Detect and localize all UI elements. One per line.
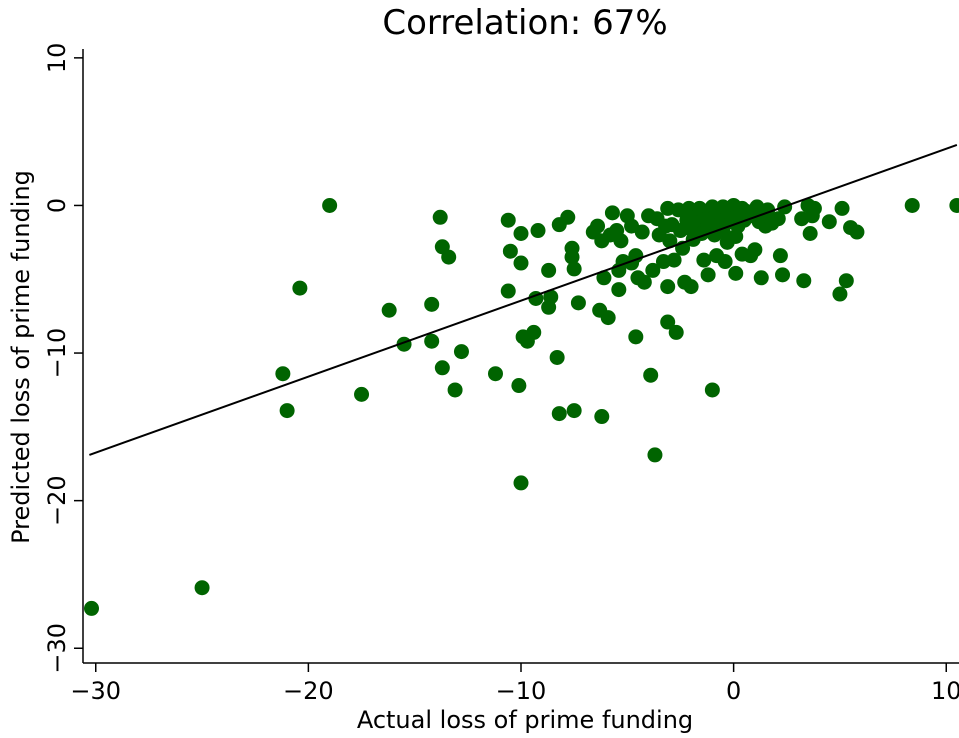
fit-line — [89, 143, 958, 456]
data-point — [292, 280, 308, 296]
data-point — [194, 580, 210, 596]
data-point — [322, 197, 338, 213]
data-point — [668, 324, 684, 340]
data-point — [590, 218, 606, 234]
data-point — [549, 349, 565, 365]
data-point — [441, 249, 457, 265]
data-point — [949, 197, 959, 213]
y-axis-label: Predicted loss of prime funding — [7, 170, 35, 544]
data-point — [747, 242, 763, 258]
y-tick-label: 0 — [43, 198, 71, 213]
data-point — [275, 366, 291, 382]
data-point — [543, 289, 559, 305]
data-point — [770, 211, 786, 227]
data-point — [611, 282, 627, 298]
data-point — [596, 270, 612, 286]
data-point — [447, 382, 463, 398]
data-point — [513, 475, 529, 491]
data-point — [696, 252, 712, 268]
y-tick-label: 10 — [43, 43, 71, 74]
data-point — [600, 310, 616, 326]
data-point — [381, 302, 397, 318]
data-point — [434, 360, 450, 376]
data-point — [683, 279, 699, 295]
data-point — [511, 378, 527, 394]
x-tick-label: 0 — [726, 677, 741, 705]
data-point — [551, 406, 567, 422]
data-point — [717, 254, 733, 270]
data-point — [604, 205, 620, 221]
data-point — [279, 403, 295, 419]
data-point — [643, 367, 659, 383]
data-point — [636, 274, 652, 290]
y-tick-label: −10 — [43, 328, 71, 379]
x-tick-label: −20 — [283, 677, 334, 705]
data-point — [700, 267, 716, 283]
x-axis-label: Actual loss of prime funding — [357, 706, 693, 734]
x-ticks: −30 −20 −10 0 10 — [70, 663, 959, 705]
chart-title: Correlation: 67% — [382, 3, 667, 43]
data-point — [560, 209, 576, 225]
y-tick-label: −20 — [43, 475, 71, 526]
data-point — [84, 600, 100, 616]
data-point — [541, 262, 557, 278]
x-tick-label: 10 — [931, 677, 959, 705]
data-point — [645, 262, 661, 278]
data-point — [802, 225, 818, 241]
data-point — [660, 314, 676, 330]
data-point — [354, 386, 370, 402]
data-point — [530, 223, 546, 239]
data-point — [628, 248, 644, 264]
data-point — [564, 249, 580, 265]
scatter-points — [84, 197, 959, 616]
data-point — [753, 270, 769, 286]
data-point — [487, 366, 503, 382]
data-point — [453, 344, 469, 360]
x-tick-label: −30 — [70, 677, 121, 705]
data-point — [666, 252, 682, 268]
y-tick-label: −30 — [43, 623, 71, 674]
data-point — [838, 273, 854, 289]
data-point — [513, 225, 529, 241]
data-point — [594, 409, 610, 425]
data-point — [566, 403, 582, 419]
data-point — [570, 295, 586, 311]
data-point — [424, 333, 440, 349]
data-point — [796, 273, 812, 289]
data-point — [500, 283, 516, 299]
data-point — [628, 329, 644, 345]
data-point — [513, 255, 529, 271]
data-point — [772, 248, 788, 264]
data-point — [775, 267, 791, 283]
data-point — [432, 209, 448, 225]
data-point — [566, 261, 582, 277]
data-point — [634, 224, 650, 240]
data-point — [526, 324, 542, 340]
data-point — [821, 214, 837, 230]
data-point — [424, 296, 440, 312]
data-point — [904, 197, 920, 213]
data-point — [502, 243, 518, 259]
data-point — [660, 279, 676, 295]
data-point — [704, 382, 720, 398]
data-point — [849, 224, 865, 240]
data-point — [500, 212, 516, 228]
data-point — [806, 200, 822, 216]
data-point — [728, 265, 744, 281]
data-point — [613, 233, 629, 249]
data-point — [834, 200, 850, 216]
x-tick-label: −10 — [496, 677, 547, 705]
data-point — [647, 447, 663, 463]
y-ticks: −30 −20 −10 0 10 — [43, 43, 83, 674]
axes — [82, 49, 959, 664]
data-point — [832, 286, 848, 302]
data-point — [662, 233, 678, 249]
